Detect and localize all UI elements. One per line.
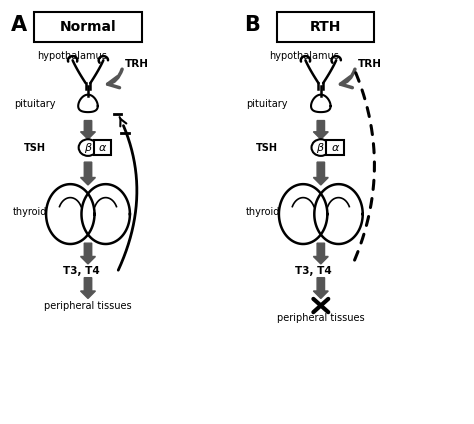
FancyArrow shape bbox=[81, 120, 95, 139]
Text: Normal: Normal bbox=[60, 20, 116, 34]
FancyArrow shape bbox=[81, 243, 95, 264]
Text: $\beta$: $\beta$ bbox=[83, 141, 92, 155]
Text: hypothalamus: hypothalamus bbox=[270, 51, 339, 61]
Text: peripheral tissues: peripheral tissues bbox=[44, 301, 132, 311]
FancyArrow shape bbox=[81, 162, 95, 185]
FancyArrow shape bbox=[313, 243, 328, 264]
FancyArrow shape bbox=[313, 278, 328, 298]
Text: $\beta$: $\beta$ bbox=[317, 141, 325, 155]
Text: pituitary: pituitary bbox=[14, 99, 55, 109]
Text: TRH: TRH bbox=[125, 59, 149, 70]
Text: pituitary: pituitary bbox=[246, 99, 288, 109]
Bar bbox=[93, 139, 111, 156]
Text: hypothalamus: hypothalamus bbox=[37, 51, 107, 61]
Text: thyroid: thyroid bbox=[13, 207, 47, 217]
Polygon shape bbox=[279, 184, 328, 244]
Text: A: A bbox=[11, 14, 27, 35]
FancyArrow shape bbox=[313, 162, 328, 185]
Text: peripheral tissues: peripheral tissues bbox=[277, 313, 365, 323]
FancyBboxPatch shape bbox=[277, 12, 374, 42]
Text: RTH: RTH bbox=[310, 20, 341, 34]
Polygon shape bbox=[311, 95, 330, 112]
FancyArrow shape bbox=[313, 120, 328, 139]
Polygon shape bbox=[78, 95, 98, 112]
FancyBboxPatch shape bbox=[35, 12, 142, 42]
Text: T3, T4: T3, T4 bbox=[63, 266, 100, 276]
Circle shape bbox=[311, 139, 330, 156]
Text: TSH: TSH bbox=[23, 142, 46, 153]
Polygon shape bbox=[314, 184, 363, 244]
Polygon shape bbox=[82, 184, 130, 244]
FancyArrow shape bbox=[81, 278, 95, 298]
Polygon shape bbox=[46, 184, 94, 244]
Text: B: B bbox=[244, 14, 260, 35]
Bar bbox=[327, 139, 344, 156]
Text: $\alpha$: $\alpha$ bbox=[98, 142, 107, 153]
Text: T3, T4: T3, T4 bbox=[295, 266, 332, 276]
Text: thyroid: thyroid bbox=[246, 207, 280, 217]
Text: TSH: TSH bbox=[256, 142, 278, 153]
Text: $\alpha$: $\alpha$ bbox=[331, 142, 340, 153]
Text: TRH: TRH bbox=[358, 59, 382, 70]
Circle shape bbox=[79, 139, 97, 156]
